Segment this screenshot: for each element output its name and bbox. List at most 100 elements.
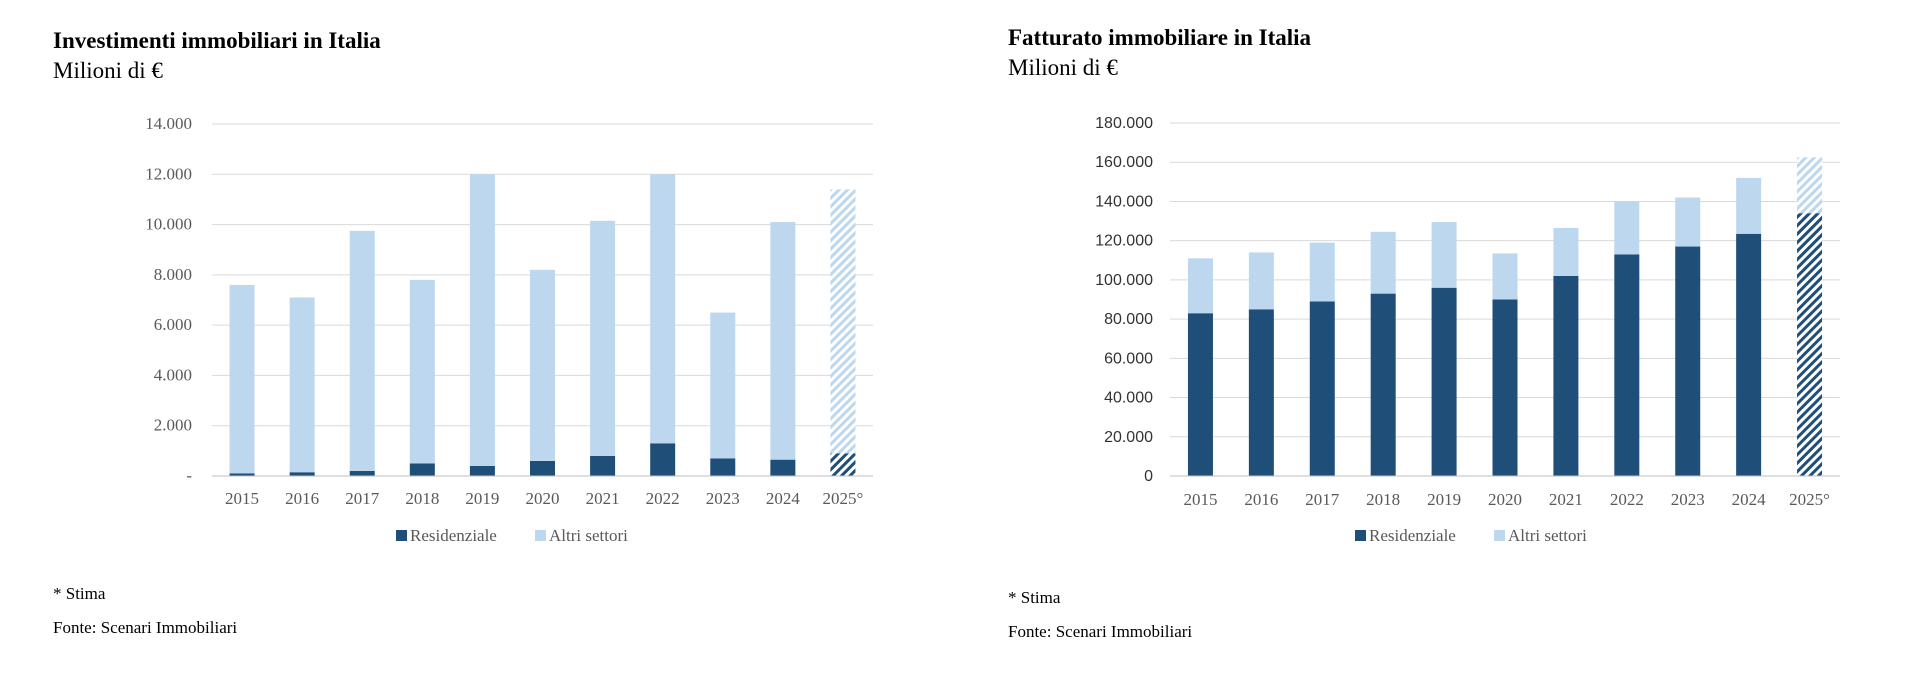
chart-title: Fatturato immobiliare in Italia [1008,25,1312,50]
y-tick-label: 120.000 [1095,233,1153,250]
x-tick-label: 2021 [586,489,620,508]
y-tick-label: 6.000 [154,315,192,334]
bar-residenziale-2022 [1614,254,1640,476]
bar-altri-settori-2015 [229,284,255,474]
legend-altri-settori-swatch [535,530,546,541]
bar-altri-settori-2020 [530,269,555,461]
bar-altri-settori-2025° [1797,157,1823,214]
x-tick-label: 2024 [766,489,801,508]
bar-residenziale-2021 [590,455,616,476]
x-tick-label: 2022 [646,489,680,508]
bar-altri-settori-2020 [1492,253,1518,300]
legend-residenziale-label: Residenziale [1369,526,1456,545]
legend-residenziale-label: Residenziale [410,526,497,545]
bar-altri-settori-2022 [650,174,676,444]
bar-altri-settori-2016 [1248,252,1274,310]
x-tick-label: 2019 [465,489,499,508]
bar-residenziale-2016 [289,472,315,476]
x-tick-label: 2015 [1183,490,1217,509]
bar-altri-settori-2023 [1675,197,1701,247]
legend-altri-settori-label: Altri settori [549,526,628,545]
y-tick-label: 14.000 [145,114,192,133]
bar-residenziale-2025° [830,453,856,476]
bar-chart-investimenti: - 2.000 4.000 6.000 8.000 10.000 12.000 14.000 2… [145,114,873,545]
y-tick-label: 180.000 [1095,115,1153,132]
chart-title: Investimenti immobiliari in Italia [53,28,381,53]
y-tick-label: 100.000 [1095,272,1153,289]
bar-altri-settori-2025° [830,189,856,454]
bar-altri-settori-2024 [770,222,796,460]
chart-subtitle: Milioni di € [1008,55,1118,80]
y-tick-label: 10.000 [145,215,192,234]
x-tick-label: 2020 [1488,490,1522,509]
y-tick-label: 60.000 [1104,350,1153,367]
bar-residenziale-2017 [1309,301,1335,476]
x-tick-label: 2019 [1427,490,1461,509]
bar-residenziale-2018 [1370,293,1396,476]
bar-residenziale-2015 [1187,313,1213,476]
x-tick-label: 2020 [526,489,560,508]
bar-altri-settori-2017 [349,230,375,471]
legend-altri-settori-swatch [1494,530,1505,541]
y-tick-label: 4.000 [154,365,192,384]
bar-altri-settori-2019 [469,174,495,466]
bar-residenziale-2020 [530,460,555,476]
y-tick-label: 140.000 [1095,193,1153,210]
x-tick-label: 2018 [1366,490,1400,509]
legend-altri-settori-label: Altri settori [1508,526,1587,545]
x-tick-label: 2017 [1305,490,1340,509]
bar-altri-settori-2015 [1187,258,1213,314]
x-tick-label: 2022 [1610,490,1644,509]
bar-altri-settori-2022 [1614,201,1640,255]
x-tick-label: 2025° [1789,490,1830,509]
y-tick-label: 20.000 [1104,429,1153,446]
bar-altri-settori-2017 [1309,242,1335,302]
bar-altri-settori-2019 [1431,222,1457,288]
legend-residenziale-swatch [1355,530,1366,541]
bar-residenziale-2025° [1797,213,1823,476]
bar-altri-settori-2018 [409,279,435,464]
y-tick-label: 12.000 [145,164,192,183]
y-tick-label: 40.000 [1104,390,1153,407]
bar-residenziale-2016 [1248,309,1274,476]
y-tick-label: - [186,466,192,485]
x-tick-label: 2024 [1732,490,1767,509]
bar-altri-settori-2024 [1736,177,1762,234]
y-tick-label: 80.000 [1104,311,1153,328]
bar-residenziale-2015 [229,473,255,476]
x-tick-label: 2025° [823,489,864,508]
estimate-note: * Stima [53,584,106,603]
legend-residenziale-swatch [396,530,407,541]
y-tick-label: 2.000 [154,416,192,435]
x-tick-label: 2015 [225,489,259,508]
bar-altri-settori-2021 [1553,227,1579,276]
bar-residenziale-2023 [710,458,736,476]
y-tick-label: 0 [1144,468,1153,485]
y-tick-label: 160.000 [1095,154,1153,171]
chart-panel-investimenti: Investimenti immobiliari in Italia Milio… [53,28,873,637]
x-tick-label: 2018 [405,489,439,508]
source-note: Fonte: Scenari Immobiliari [53,618,238,637]
chart-subtitle: Milioni di € [53,58,163,83]
source-note: Fonte: Scenari Immobiliari [1008,622,1193,641]
chart-panel-fatturato: Fatturato immobiliare in Italia Milioni … [960,0,1920,673]
bar-altri-settori-2021 [590,220,616,456]
bar-altri-settori-2023 [710,312,736,459]
bar-residenziale-2024 [770,459,796,476]
x-tick-label: 2021 [1549,490,1583,509]
bar-residenziale-2023 [1675,246,1701,476]
bar-residenziale-2021 [1553,275,1579,476]
estimate-note: * Stima [1008,588,1061,607]
x-tick-label: 2016 [1244,490,1278,509]
bar-residenziale-2019 [1431,287,1457,476]
bar-residenziale-2020 [1492,299,1518,476]
bar-altri-settori-2016 [289,297,315,473]
x-tick-label: 2016 [285,489,319,508]
bar-residenziale-2022 [650,443,676,476]
bar-residenziale-2017 [349,470,375,476]
bar-altri-settori-2018 [1370,231,1396,294]
x-tick-label: 2023 [1671,490,1705,509]
bar-residenziale-2024 [1736,233,1762,476]
bar-residenziale-2019 [469,465,495,476]
bar-chart-fatturato: 0 20.000 40.000 60.000 80.000 100.000 120.000 1… [1095,115,1840,545]
